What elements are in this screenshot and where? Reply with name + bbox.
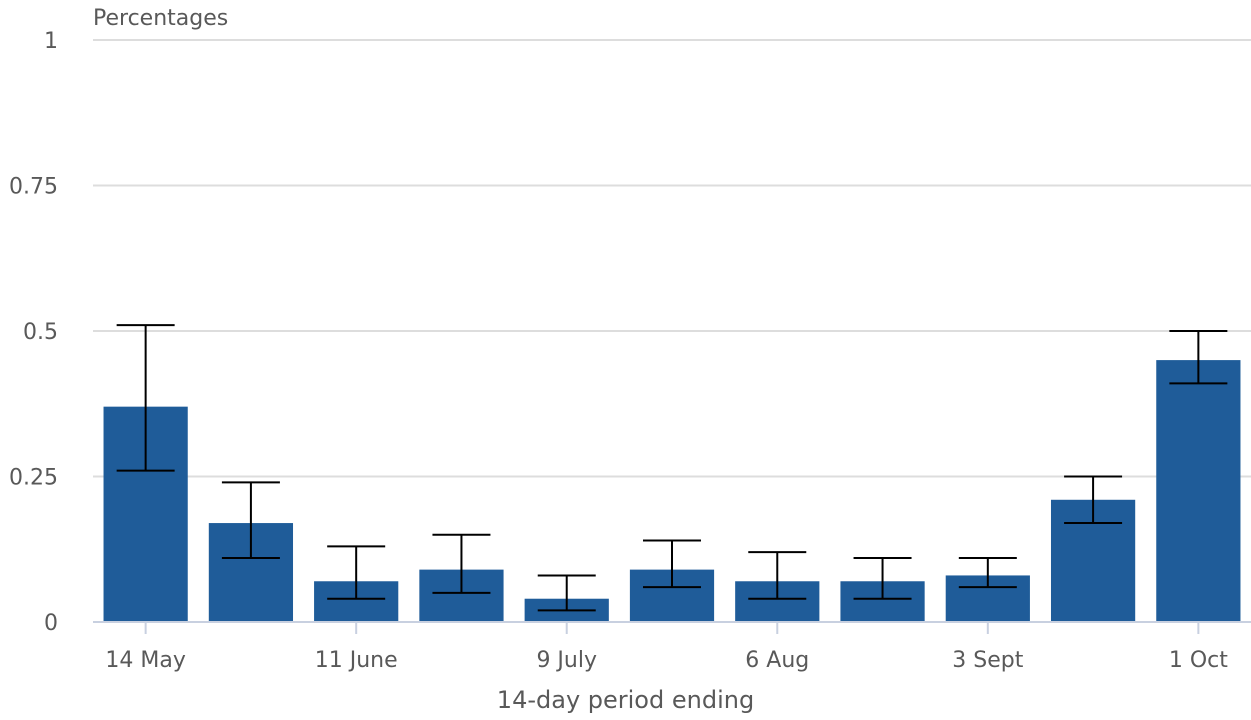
x-tick-label: 1 Oct [1169,648,1228,673]
y-axis-title: Percentages [93,6,229,31]
y-tick-label: 0.75 [9,175,58,200]
y-axis-tick-labels: 0 0.25 0.5 0.75 1 [9,29,58,636]
x-tick-label: 11 June [315,648,398,673]
error-bar [643,539,701,589]
error-bar [1064,475,1123,525]
x-tick-label: 14 May [105,648,185,673]
x-axis [93,621,1251,634]
error-bars [116,324,1228,612]
x-tick-label: 3 Sept [952,648,1023,673]
error-bar [748,551,807,600]
error-bar [958,556,1017,589]
gridlines [93,39,1251,478]
y-tick-label: 0.5 [23,320,58,345]
x-tick-label: 6 Aug [745,648,809,673]
x-axis-title: 14-day period ending [496,686,755,714]
error-bar [537,574,596,612]
y-tick-label: 1 [44,29,58,54]
x-tick-label: 9 July [536,648,597,673]
error-bar [432,533,491,594]
error-bar [853,556,912,600]
error-bar [116,324,175,472]
error-bar [327,545,386,600]
x-axis-tick-labels: 14 May 11 June 9 July 6 Aug 3 Sept 1 Oct [105,648,1228,673]
bar [1156,360,1241,622]
y-tick-label: 0.25 [9,466,58,491]
error-bar [221,481,280,559]
error-bar [1169,330,1228,385]
y-tick-label: 0 [44,611,58,636]
